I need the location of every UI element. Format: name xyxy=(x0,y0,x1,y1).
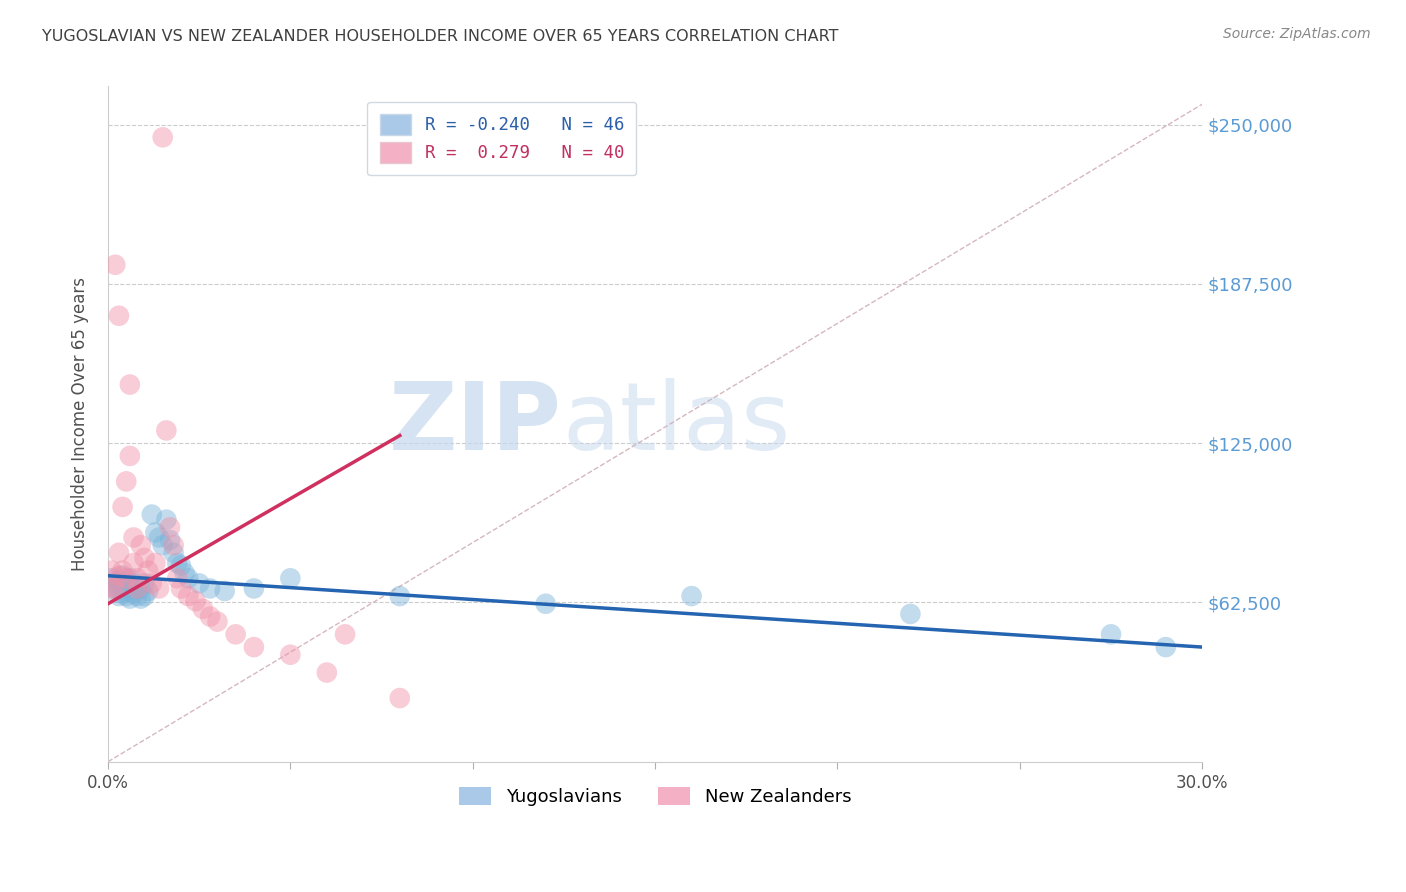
Point xyxy=(118,449,141,463)
Point xyxy=(155,513,177,527)
Point xyxy=(136,564,159,578)
Point xyxy=(188,576,211,591)
Point xyxy=(214,584,236,599)
Point xyxy=(159,520,181,534)
Point xyxy=(127,571,149,585)
Point xyxy=(115,576,138,591)
Point xyxy=(118,377,141,392)
Point xyxy=(122,586,145,600)
Point xyxy=(136,584,159,599)
Point xyxy=(145,525,167,540)
Text: YUGOSLAVIAN VS NEW ZEALANDER HOUSEHOLDER INCOME OVER 65 YEARS CORRELATION CHART: YUGOSLAVIAN VS NEW ZEALANDER HOUSEHOLDER… xyxy=(42,29,839,45)
Point xyxy=(159,533,181,547)
Point xyxy=(111,500,134,514)
Text: Source: ZipAtlas.com: Source: ZipAtlas.com xyxy=(1223,27,1371,41)
Point xyxy=(141,576,163,591)
Point xyxy=(115,475,138,489)
Point xyxy=(100,582,122,596)
Point xyxy=(127,589,149,603)
Point xyxy=(225,627,247,641)
Point xyxy=(111,586,134,600)
Point xyxy=(122,556,145,570)
Point xyxy=(184,594,207,608)
Point xyxy=(108,546,131,560)
Point xyxy=(129,582,152,596)
Point xyxy=(177,571,200,585)
Point xyxy=(1099,627,1122,641)
Point xyxy=(104,582,127,596)
Point xyxy=(129,591,152,606)
Point xyxy=(108,568,131,582)
Point xyxy=(388,691,411,706)
Point xyxy=(111,579,134,593)
Point xyxy=(681,589,703,603)
Point xyxy=(388,589,411,603)
Point xyxy=(280,571,302,585)
Point xyxy=(163,538,186,552)
Point xyxy=(118,582,141,596)
Point xyxy=(900,607,922,621)
Point xyxy=(243,640,266,654)
Point xyxy=(104,258,127,272)
Point xyxy=(115,584,138,599)
Point xyxy=(170,582,193,596)
Point xyxy=(191,602,214,616)
Point xyxy=(173,566,195,581)
Point xyxy=(129,538,152,552)
Point xyxy=(108,309,131,323)
Point xyxy=(148,531,170,545)
Text: ZIP: ZIP xyxy=(389,378,562,470)
Y-axis label: Householder Income Over 65 years: Householder Income Over 65 years xyxy=(72,277,89,571)
Point xyxy=(115,589,138,603)
Point xyxy=(152,130,174,145)
Point xyxy=(134,550,156,565)
Point xyxy=(122,576,145,591)
Point xyxy=(108,589,131,603)
Point xyxy=(198,582,221,596)
Point xyxy=(104,576,127,591)
Text: atlas: atlas xyxy=(562,378,790,470)
Legend: Yugoslavians, New Zealanders: Yugoslavians, New Zealanders xyxy=(451,780,859,814)
Point xyxy=(118,571,141,585)
Point xyxy=(127,582,149,596)
Point xyxy=(108,574,131,588)
Point xyxy=(198,609,221,624)
Point xyxy=(111,568,134,582)
Point xyxy=(104,582,127,596)
Point xyxy=(134,589,156,603)
Point xyxy=(141,508,163,522)
Point xyxy=(145,556,167,570)
Point xyxy=(115,571,138,585)
Point xyxy=(111,564,134,578)
Point xyxy=(1154,640,1177,654)
Point xyxy=(166,571,188,585)
Point xyxy=(122,531,145,545)
Point xyxy=(118,591,141,606)
Point xyxy=(333,627,356,641)
Point xyxy=(163,546,186,560)
Point xyxy=(100,564,122,578)
Point xyxy=(100,571,122,585)
Point xyxy=(170,558,193,573)
Point xyxy=(207,615,229,629)
Point xyxy=(315,665,337,680)
Point xyxy=(280,648,302,662)
Point xyxy=(166,556,188,570)
Point xyxy=(134,576,156,591)
Point xyxy=(148,582,170,596)
Point xyxy=(155,424,177,438)
Point xyxy=(243,582,266,596)
Point xyxy=(108,582,131,596)
Point xyxy=(177,589,200,603)
Point xyxy=(127,582,149,596)
Point xyxy=(534,597,557,611)
Point xyxy=(152,538,174,552)
